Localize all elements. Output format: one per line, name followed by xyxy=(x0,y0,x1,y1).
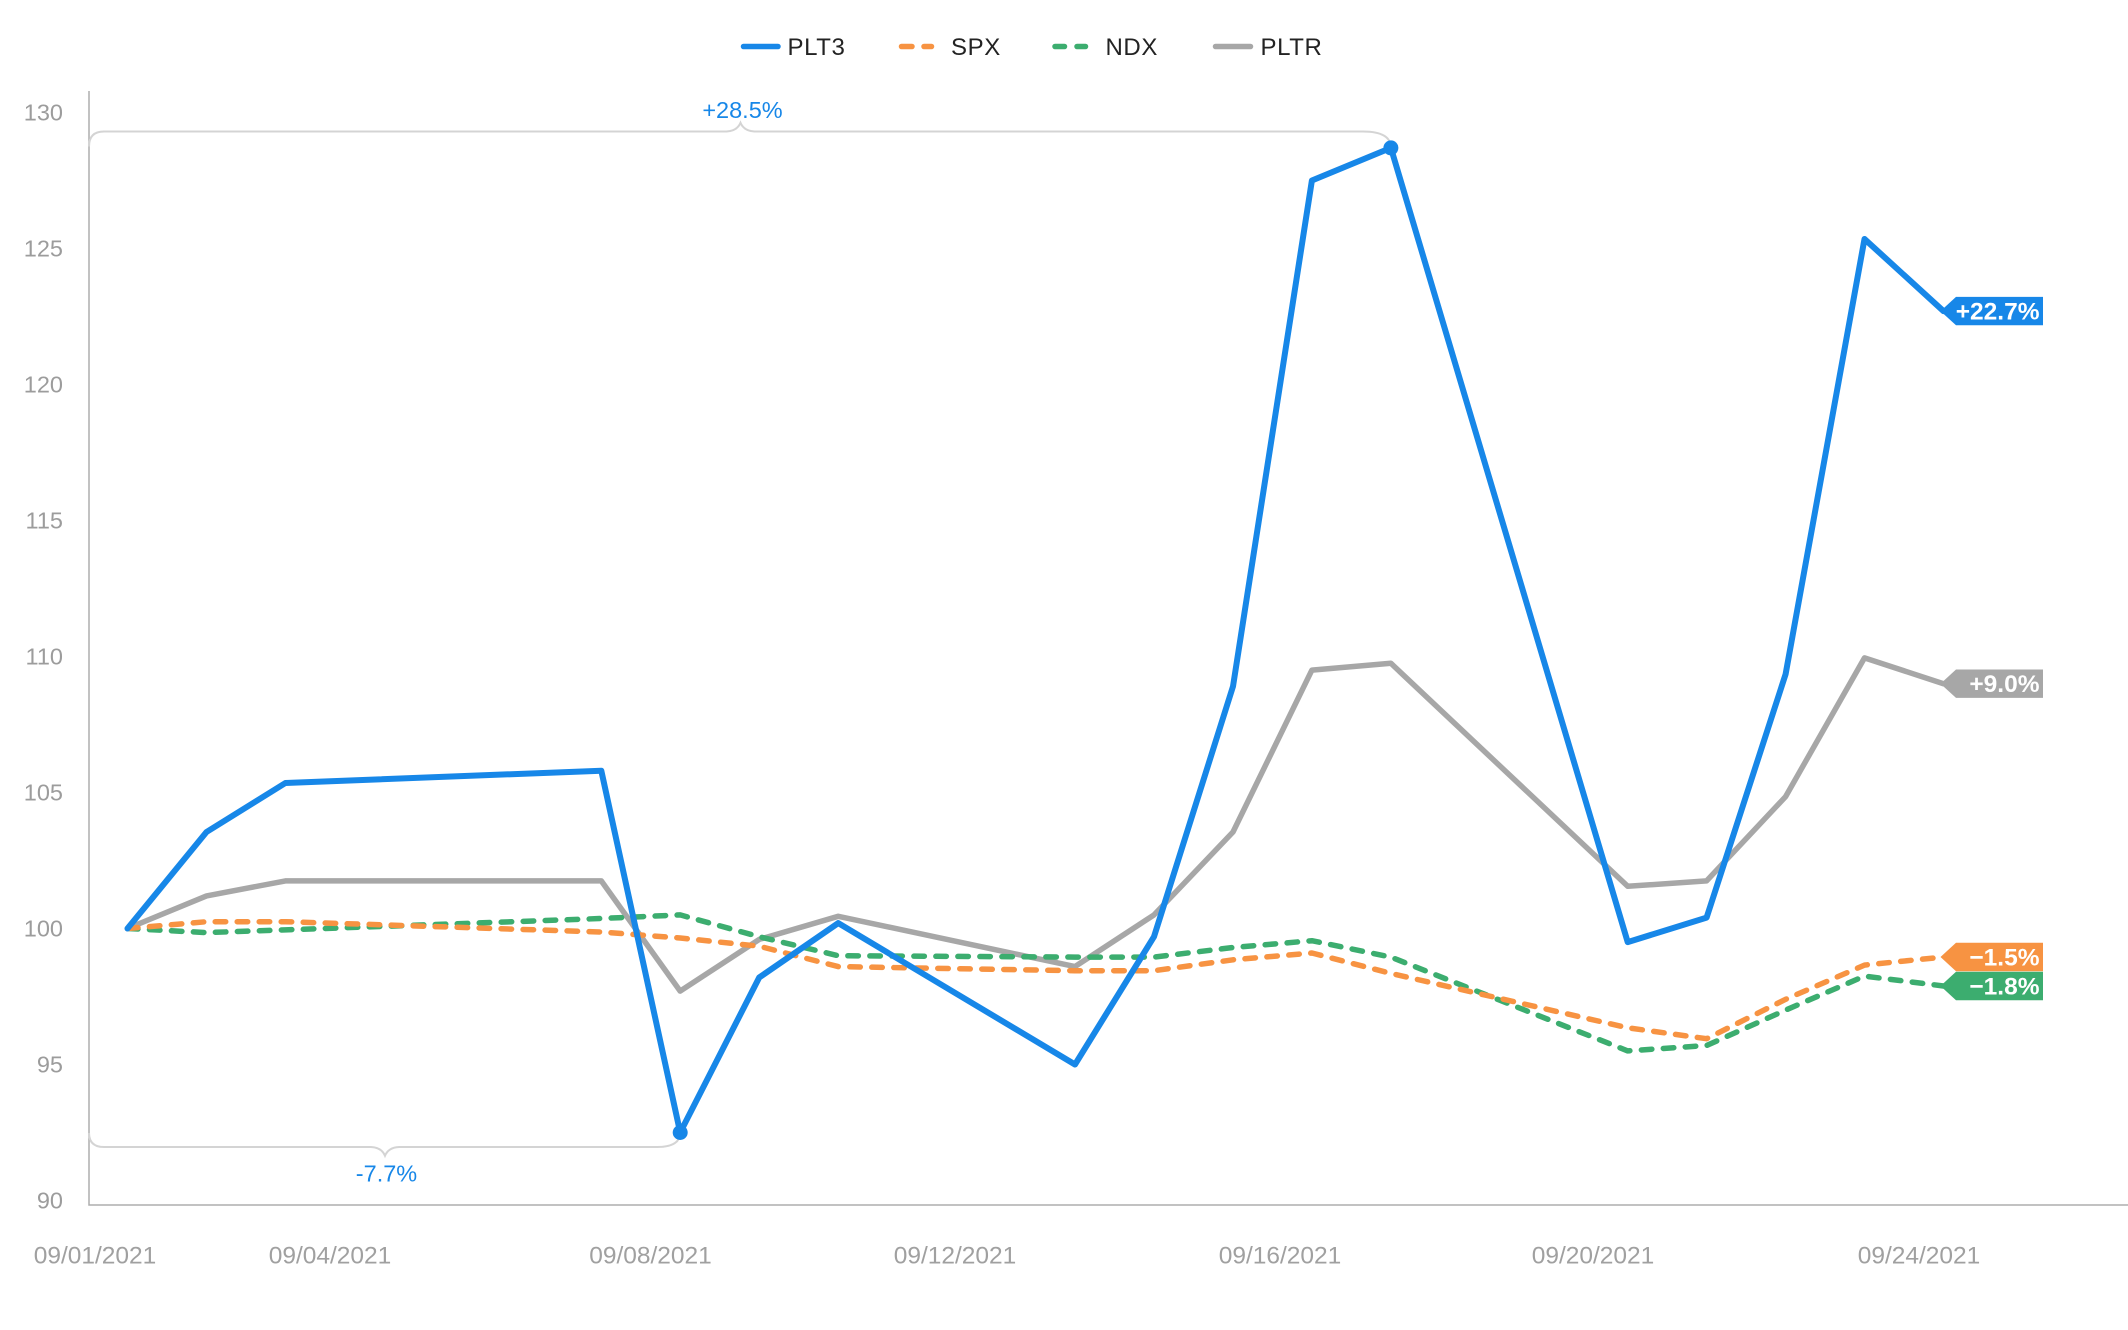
svg-text:−1.8%: −1.8% xyxy=(1969,974,2039,1001)
svg-text:PLT3: PLT3 xyxy=(788,34,846,61)
svg-text:125: 125 xyxy=(24,236,63,262)
svg-text:09/08/2021: 09/08/2021 xyxy=(589,1243,712,1270)
svg-text:95: 95 xyxy=(37,1052,63,1078)
svg-text:PLTR: PLTR xyxy=(1261,34,1323,61)
svg-text:09/24/2021: 09/24/2021 xyxy=(1858,1243,1981,1270)
svg-text:+22.7%: +22.7% xyxy=(1956,299,2040,326)
svg-text:120: 120 xyxy=(24,372,63,398)
svg-text:130: 130 xyxy=(24,100,63,126)
svg-text:NDX: NDX xyxy=(1106,34,1158,61)
svg-text:110: 110 xyxy=(26,644,63,670)
svg-text:105: 105 xyxy=(24,780,63,806)
svg-text:09/01/2021: 09/01/2021 xyxy=(34,1243,157,1270)
svg-text:+9.0%: +9.0% xyxy=(1969,671,2039,698)
svg-text:09/04/2021: 09/04/2021 xyxy=(269,1243,392,1270)
svg-text:100: 100 xyxy=(24,916,63,942)
svg-text:09/12/2021: 09/12/2021 xyxy=(894,1243,1017,1270)
svg-text:09/16/2021: 09/16/2021 xyxy=(1219,1243,1342,1270)
svg-text:115: 115 xyxy=(26,508,63,534)
svg-text:−1.5%: −1.5% xyxy=(1969,945,2039,972)
svg-text:-7.7%: -7.7% xyxy=(356,1161,417,1187)
svg-text:SPX: SPX xyxy=(951,34,1001,61)
svg-text:09/20/2021: 09/20/2021 xyxy=(1532,1243,1655,1270)
svg-text:+28.5%: +28.5% xyxy=(702,97,782,123)
svg-text:90: 90 xyxy=(37,1188,63,1214)
